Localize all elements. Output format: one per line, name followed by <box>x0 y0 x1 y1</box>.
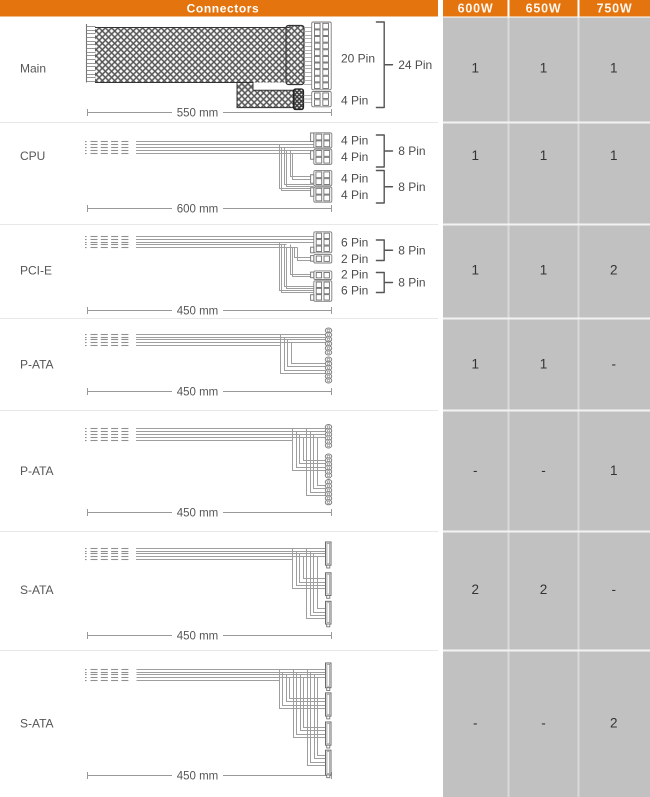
svg-text:450 mm: 450 mm <box>177 631 219 643</box>
svg-text:600W: 600W <box>458 2 494 16</box>
svg-text:600 mm: 600 mm <box>177 204 219 216</box>
svg-text:2 Pin: 2 Pin <box>341 268 368 282</box>
svg-text:1: 1 <box>610 61 618 76</box>
svg-text:20 Pin: 20 Pin <box>341 51 375 65</box>
svg-text:8 Pin: 8 Pin <box>398 180 425 194</box>
svg-text:1: 1 <box>540 148 548 163</box>
svg-text:4 Pin: 4 Pin <box>341 94 368 108</box>
svg-text:4 Pin: 4 Pin <box>341 150 368 164</box>
svg-text:6 Pin: 6 Pin <box>341 284 368 298</box>
svg-text:1: 1 <box>540 357 548 372</box>
svg-text:P-ATA: P-ATA <box>20 464 54 478</box>
svg-text:8 Pin: 8 Pin <box>398 144 425 158</box>
svg-text:S-ATA: S-ATA <box>20 583 54 597</box>
svg-text:1: 1 <box>472 357 480 372</box>
svg-text:4 Pin: 4 Pin <box>341 171 368 185</box>
svg-text:4 Pin: 4 Pin <box>341 188 368 202</box>
svg-text:1: 1 <box>610 148 618 163</box>
svg-text:PCI-E: PCI-E <box>20 264 52 278</box>
svg-text:1: 1 <box>472 263 480 278</box>
svg-text:1: 1 <box>540 263 548 278</box>
svg-text:1: 1 <box>472 148 480 163</box>
svg-text:650W: 650W <box>526 2 562 16</box>
svg-text:2: 2 <box>610 716 618 731</box>
svg-text:-: - <box>541 463 546 478</box>
svg-text:450 mm: 450 mm <box>177 387 219 399</box>
svg-text:450 mm: 450 mm <box>177 508 219 520</box>
svg-text:1: 1 <box>610 463 618 478</box>
svg-text:450 mm: 450 mm <box>177 771 219 783</box>
svg-text:1: 1 <box>472 61 480 76</box>
svg-text:-: - <box>473 716 478 731</box>
svg-text:2: 2 <box>540 582 548 597</box>
svg-text:P-ATA: P-ATA <box>20 358 54 372</box>
svg-text:-: - <box>612 582 617 597</box>
svg-text:8 Pin: 8 Pin <box>398 276 425 290</box>
svg-text:-: - <box>473 463 478 478</box>
svg-text:-: - <box>612 357 617 372</box>
svg-text:1: 1 <box>540 61 548 76</box>
svg-text:2 Pin: 2 Pin <box>341 252 368 266</box>
svg-text:CPU: CPU <box>20 149 45 163</box>
svg-text:24 Pin: 24 Pin <box>398 58 432 72</box>
svg-text:8 Pin: 8 Pin <box>398 243 425 257</box>
svg-text:450 mm: 450 mm <box>177 306 219 318</box>
svg-text:S-ATA: S-ATA <box>20 717 54 731</box>
svg-text:6 Pin: 6 Pin <box>341 236 368 250</box>
svg-text:Main: Main <box>20 62 46 76</box>
svg-text:4 Pin: 4 Pin <box>341 134 368 148</box>
svg-text:2: 2 <box>472 582 480 597</box>
svg-text:2: 2 <box>610 263 618 278</box>
svg-text:Connectors: Connectors <box>187 2 260 16</box>
svg-text:550 mm: 550 mm <box>177 108 219 120</box>
svg-text:750W: 750W <box>597 2 633 16</box>
svg-text:-: - <box>541 716 546 731</box>
